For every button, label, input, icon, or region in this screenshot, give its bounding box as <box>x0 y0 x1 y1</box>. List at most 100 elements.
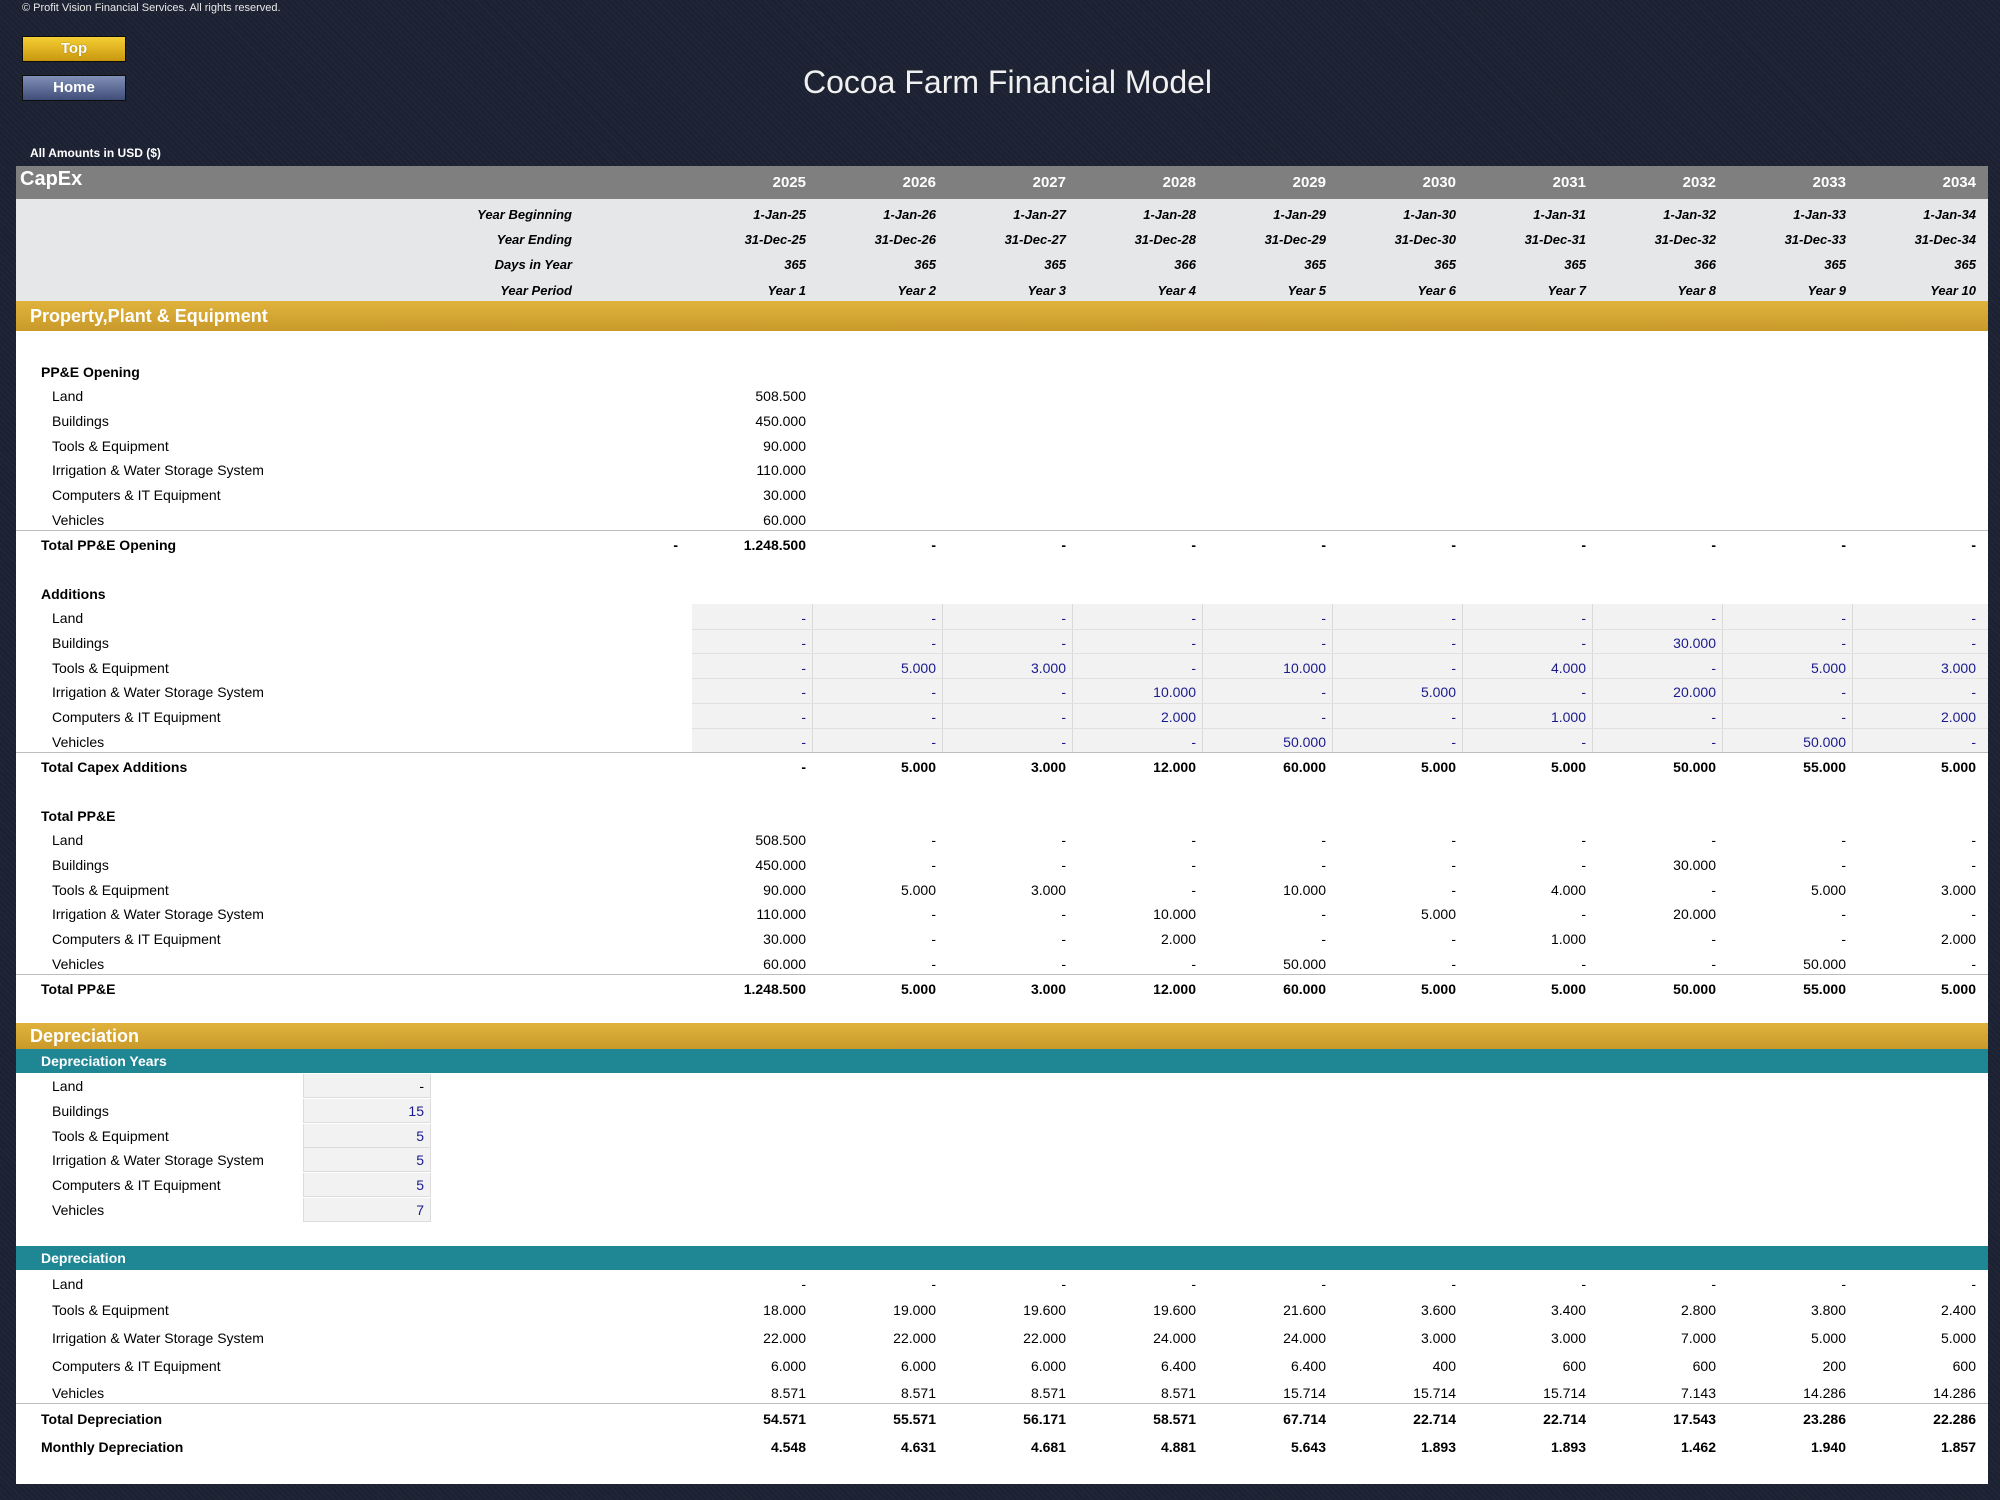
value-cell[interactable]: - <box>1191 610 1196 626</box>
value-cell: 5.000 <box>900 882 936 898</box>
value-cell[interactable]: - <box>1711 734 1716 750</box>
value-cell: Year 6 <box>1417 282 1456 298</box>
grid-line <box>692 702 1988 704</box>
value-cell[interactable]: - <box>1321 709 1326 725</box>
top-button[interactable]: Top <box>22 36 126 62</box>
value-cell[interactable]: - <box>801 635 806 651</box>
value-cell: 508.500 <box>755 388 806 404</box>
value-cell[interactable]: - <box>1971 734 1976 750</box>
value-cell: 200 <box>1822 1358 1846 1374</box>
value-cell[interactable]: - <box>801 660 806 676</box>
value-cell: 4.548 <box>770 1439 806 1455</box>
value-cell[interactable]: - <box>931 734 936 750</box>
value-cell: 1-Jan-34 <box>1923 206 1976 222</box>
value-cell[interactable]: - <box>1971 610 1976 626</box>
depreciation-years-input[interactable]: 15 <box>303 1099 431 1123</box>
value-cell[interactable]: - <box>801 734 806 750</box>
value-cell[interactable]: - <box>1711 709 1716 725</box>
value-cell[interactable]: 20.000 <box>1673 684 1716 700</box>
total-row: Total PP&E Opening - 1.248.500 - - - - - - - - - <box>16 533 1988 557</box>
total-row: Total Capex Additions - 5.000 3.000 12.000 60… <box>16 755 1988 779</box>
value-cell[interactable]: - <box>1061 684 1066 700</box>
depreciation-years-input[interactable]: 5 <box>303 1148 431 1172</box>
value-cell[interactable]: 5.000 <box>1810 660 1846 676</box>
value-cell[interactable]: - <box>1971 635 1976 651</box>
value-cell[interactable]: - <box>1581 734 1586 750</box>
value-cell[interactable]: - <box>931 610 936 626</box>
depreciation-years-input[interactable]: - <box>303 1074 431 1098</box>
depreciation-years-input[interactable]: 7 <box>303 1198 431 1222</box>
value-cell[interactable]: - <box>1321 635 1326 651</box>
value-cell[interactable]: - <box>1191 734 1196 750</box>
value-cell: - <box>1971 906 1976 922</box>
value-cell[interactable]: - <box>1451 709 1456 725</box>
value-cell[interactable]: - <box>1581 684 1586 700</box>
value-cell[interactable]: - <box>1581 610 1586 626</box>
value-cell[interactable]: - <box>1321 684 1326 700</box>
value-cell[interactable]: - <box>1451 660 1456 676</box>
value-cell[interactable]: - <box>1191 635 1196 651</box>
depreciation-years-input[interactable]: 5 <box>303 1173 431 1197</box>
depreciation-years-input[interactable]: 5 <box>303 1124 431 1148</box>
value-cell[interactable]: - <box>1061 734 1066 750</box>
value-cell[interactable]: 1.000 <box>1550 709 1586 725</box>
value-cell: 22.714 <box>1413 1411 1456 1427</box>
row-label: Monthly Depreciation <box>41 1439 184 1455</box>
value-cell[interactable]: - <box>1321 610 1326 626</box>
value-cell[interactable]: 3.000 <box>1030 660 1066 676</box>
value-cell[interactable]: - <box>1451 734 1456 750</box>
value-cell[interactable]: - <box>1841 684 1846 700</box>
value-cell: 31-Dec-33 <box>1784 231 1846 247</box>
value-cell[interactable]: - <box>1841 635 1846 651</box>
value-cell: 14.286 <box>1933 1385 1976 1401</box>
value-cell[interactable]: - <box>1711 660 1716 676</box>
value-cell[interactable]: 50.000 <box>1283 734 1326 750</box>
value-cell: - <box>1841 1276 1846 1292</box>
value-cell: 60.000 <box>763 512 806 528</box>
value-cell: 1-Jan-30 <box>1403 206 1456 222</box>
value-cell[interactable]: - <box>931 684 936 700</box>
value-cell[interactable]: - <box>1451 610 1456 626</box>
copyright-text: © Profit Vision Financial Services. All … <box>22 2 281 14</box>
value-cell[interactable]: - <box>801 709 806 725</box>
value-cell[interactable]: - <box>1711 610 1716 626</box>
value-cell: 5.000 <box>1810 1330 1846 1346</box>
value-cell[interactable]: - <box>1061 635 1066 651</box>
value-cell[interactable]: - <box>1061 610 1066 626</box>
divider <box>16 530 1988 531</box>
value-cell[interactable]: 10.000 <box>1283 660 1326 676</box>
value-cell[interactable]: - <box>1971 684 1976 700</box>
value-cell[interactable]: - <box>801 610 806 626</box>
value-cell[interactable]: - <box>1841 709 1846 725</box>
value-cell[interactable]: 50.000 <box>1803 734 1846 750</box>
value-cell: 6.400 <box>1160 1358 1196 1374</box>
value-cell[interactable]: - <box>1581 635 1586 651</box>
value-cell[interactable]: 3.000 <box>1940 660 1976 676</box>
value-cell[interactable]: - <box>1061 709 1066 725</box>
value-cell[interactable]: 2.000 <box>1160 709 1196 725</box>
value-cell[interactable]: 10.000 <box>1153 684 1196 700</box>
value-cell[interactable]: - <box>1191 660 1196 676</box>
home-button[interactable]: Home <box>22 75 126 101</box>
value-cell[interactable]: - <box>1841 610 1846 626</box>
value-cell[interactable]: 5.000 <box>900 660 936 676</box>
value-cell: 15.714 <box>1283 1385 1326 1401</box>
value-cell[interactable]: - <box>931 709 936 725</box>
value-cell: 55.571 <box>893 1411 936 1427</box>
value-cell[interactable]: 4.000 <box>1550 660 1586 676</box>
value-cell: 3.600 <box>1420 1302 1456 1318</box>
value-cell[interactable]: - <box>1451 635 1456 651</box>
value-cell[interactable]: - <box>801 684 806 700</box>
row-label: Land <box>52 832 84 848</box>
row-label: Vehicles <box>52 1202 105 1218</box>
value-cell[interactable]: 5.000 <box>1420 684 1456 700</box>
table-row: Computers & IT Equipment 30.000 <box>16 483 1988 507</box>
value-cell: - <box>1971 537 1976 553</box>
value-cell[interactable]: 2.000 <box>1940 709 1976 725</box>
sheet-name: CapEx <box>20 168 83 190</box>
value-cell[interactable]: 30.000 <box>1673 635 1716 651</box>
value-cell[interactable]: - <box>931 635 936 651</box>
value-cell: 365 <box>1304 256 1326 272</box>
value-cell: 7.143 <box>1680 1385 1716 1401</box>
value-cell: 400 <box>1432 1358 1456 1374</box>
